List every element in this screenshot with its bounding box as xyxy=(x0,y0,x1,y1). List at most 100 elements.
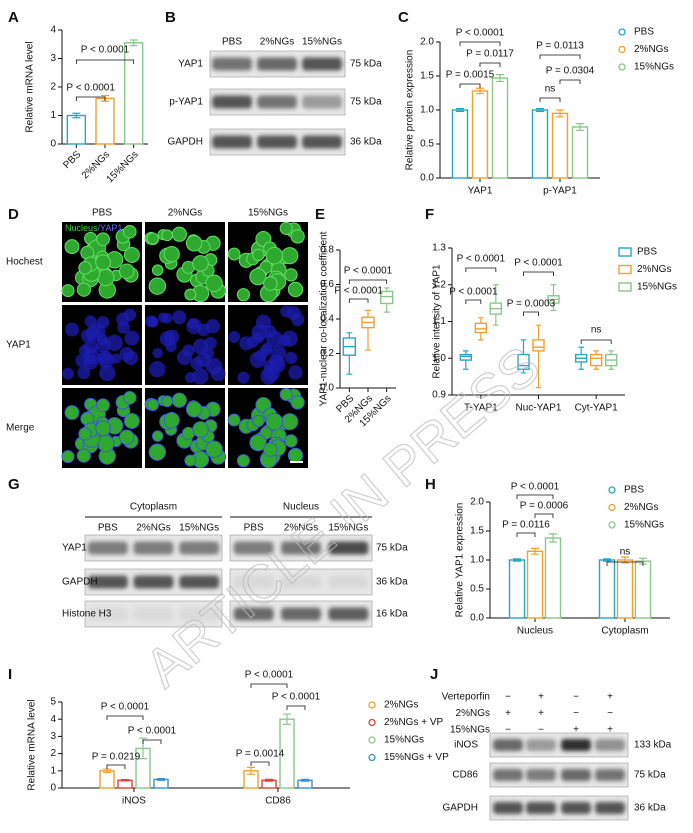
cell xyxy=(96,315,110,329)
blot-band xyxy=(328,607,369,621)
cell xyxy=(76,282,91,297)
cell xyxy=(185,235,203,252)
significance-bracket xyxy=(465,299,482,304)
cell xyxy=(228,331,241,343)
cell xyxy=(281,247,299,265)
blot-band xyxy=(281,607,321,621)
error-bar xyxy=(157,777,165,781)
significance-label: P < 0.0001 xyxy=(101,702,150,713)
y-tick-label: 3 xyxy=(50,53,56,64)
blot-band xyxy=(257,135,297,149)
bar xyxy=(634,560,652,619)
panel-label: A xyxy=(8,9,19,26)
panel-label: G xyxy=(8,476,20,493)
y-axis-label: Relative protein expression xyxy=(405,50,416,171)
error-bar xyxy=(549,533,557,543)
bar xyxy=(544,537,562,619)
y-tick-label: 1.1 xyxy=(432,316,446,327)
box xyxy=(379,290,394,305)
protein-label: GAPDH xyxy=(62,577,98,588)
y-tick-label: 0 xyxy=(50,139,56,150)
blot-band xyxy=(493,739,523,751)
significance-label: P = 0.0219 xyxy=(92,752,141,763)
bar xyxy=(616,559,634,619)
panel-label: I xyxy=(8,666,12,683)
significance-label: P = 0.0014 xyxy=(236,749,285,760)
cell xyxy=(236,454,251,468)
error-bar xyxy=(129,39,138,47)
significance-label: P < 0.0001 xyxy=(128,726,177,737)
y-tick-label: 0.5 xyxy=(470,584,484,595)
lane-label: PBS xyxy=(244,523,264,534)
y-tick-label: 1.5 xyxy=(420,71,434,82)
significance-bracket xyxy=(348,298,369,303)
cell xyxy=(192,421,209,438)
y-tick-label: 1.0 xyxy=(470,555,484,566)
bar xyxy=(123,42,144,145)
error-bar xyxy=(476,87,484,95)
cell xyxy=(184,454,197,467)
error-bar xyxy=(536,108,544,112)
size-label: 133 kDa xyxy=(634,740,672,751)
condition-mark: − xyxy=(607,708,613,719)
x-tick-label: Cyt-YAP1 xyxy=(575,403,619,414)
cell xyxy=(290,395,305,410)
y-tick-label: 4 xyxy=(50,714,56,725)
significance-bracket xyxy=(606,561,644,566)
blot-band xyxy=(179,575,220,589)
cell xyxy=(64,405,80,421)
condition-mark: + xyxy=(538,692,544,703)
legend-label: 15%NGs xyxy=(384,735,424,746)
size-label: 75 kDa xyxy=(350,59,382,70)
y-tick-label: 0.9 xyxy=(432,390,446,401)
significance-bracket xyxy=(250,683,288,688)
cell xyxy=(96,398,110,413)
significance-label: P < 0.0001 xyxy=(334,286,383,297)
y-axis-label: Relative mRNA level xyxy=(27,699,38,790)
error-bar xyxy=(121,778,129,782)
error-bar xyxy=(103,768,111,774)
blot-band xyxy=(212,57,252,71)
protein-label: YAP1 xyxy=(178,59,203,70)
condition-mark: + xyxy=(505,708,511,719)
cell xyxy=(192,255,209,272)
x-tick-label: Nucleus xyxy=(517,626,553,637)
significance-label: P = 0.0006 xyxy=(520,501,569,512)
cell xyxy=(161,312,173,324)
y-tick-label: 2.0 xyxy=(470,497,484,508)
blot-band xyxy=(212,135,252,149)
cell xyxy=(118,429,135,445)
condition-label: 2%NGs xyxy=(456,708,490,719)
legend-marker xyxy=(608,503,616,512)
condition-mark: − xyxy=(505,692,511,703)
legend-label: 2%NGs xyxy=(634,44,668,55)
blot-band xyxy=(328,541,369,555)
x-tick-label: CD86 xyxy=(265,796,291,807)
cell xyxy=(184,288,197,301)
blot-band xyxy=(595,769,625,781)
cell xyxy=(290,312,305,327)
cell xyxy=(118,263,135,279)
significance-label: ns xyxy=(620,547,631,558)
cell xyxy=(78,427,92,441)
error-bar xyxy=(301,778,309,782)
condition-mark: − xyxy=(505,725,511,736)
cell xyxy=(97,352,114,369)
y-tick-label: 1 xyxy=(50,110,56,121)
cell xyxy=(184,372,196,383)
cell xyxy=(95,254,112,271)
cell xyxy=(163,245,180,263)
cell xyxy=(252,332,265,344)
cell xyxy=(171,226,187,242)
error-bar xyxy=(496,74,504,83)
column-label: 15%NGs xyxy=(248,208,288,219)
x-tick-label: YAP1 xyxy=(468,186,493,197)
stain-label: /YAP1 xyxy=(98,223,123,233)
cell xyxy=(205,440,223,459)
panel-label: H xyxy=(425,476,436,493)
legend-marker xyxy=(368,718,376,727)
cell xyxy=(192,338,209,355)
blot-band xyxy=(595,802,625,814)
